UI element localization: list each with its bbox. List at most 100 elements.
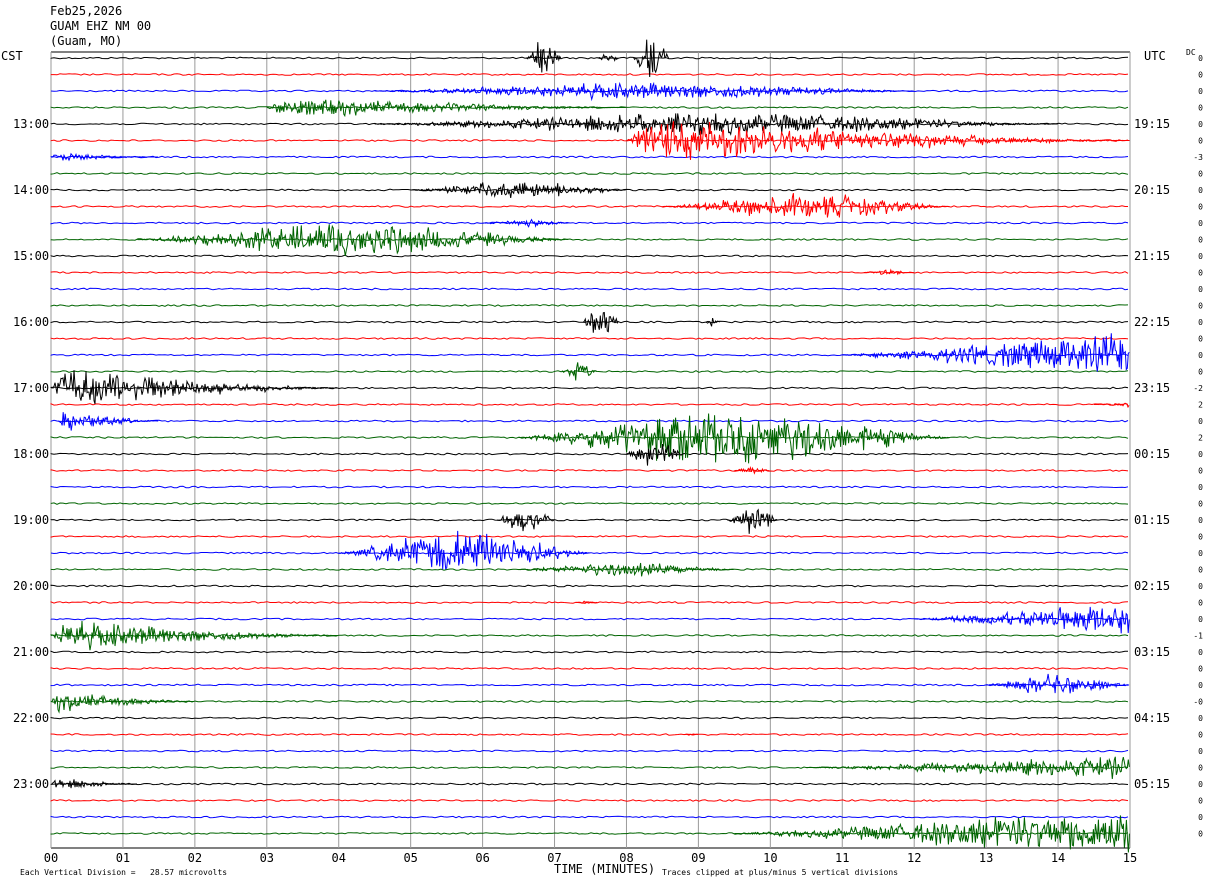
right-hour-label: 20:15 (1134, 183, 1170, 197)
dc-offset-value: 0 (1198, 533, 1203, 542)
dc-offset-value: 0 (1198, 170, 1203, 179)
clip-note: Traces clipped at plus/minus 5 vertical … (662, 868, 899, 877)
event-trace (482, 218, 569, 228)
event-trace (727, 508, 778, 534)
right-hour-label: 23:15 (1134, 381, 1170, 395)
trace-row (50, 452, 1129, 456)
dc-offset-value: 0 (1198, 252, 1203, 261)
right-hour-label: 04:15 (1134, 711, 1170, 725)
trace-row (50, 155, 1129, 159)
event-trace (266, 99, 626, 118)
trace-row (50, 782, 1129, 786)
dc-offset-value: 0 (1198, 71, 1203, 80)
left-hour-label: 21:00 (13, 645, 49, 659)
event-trace (914, 606, 1130, 634)
dc-offset-value: 0 (1198, 830, 1203, 839)
x-tick-label: 00 (44, 851, 58, 865)
event-trace (734, 466, 770, 475)
x-tick-label: 13 (979, 851, 993, 865)
x-tick-label: 05 (403, 851, 417, 865)
dc-offset-value: 0 (1198, 186, 1203, 195)
dc-offset-value: 0 (1198, 599, 1203, 608)
left-hour-label: 20:00 (13, 579, 49, 593)
trace-row (50, 271, 1129, 274)
event-trace (50, 620, 338, 651)
event-trace (705, 317, 720, 327)
dc-offset-value: 0 (1198, 731, 1203, 740)
trace-row (50, 254, 1129, 258)
x-tick-label: 06 (475, 851, 489, 865)
x-tick-label: 08 (619, 851, 633, 865)
event-trace (684, 733, 699, 736)
trace-row (50, 139, 1129, 142)
dc-offset-value: 0 (1198, 137, 1203, 146)
right-hour-label: 03:15 (1134, 645, 1170, 659)
event-trace (58, 412, 159, 431)
scale-note: Each Vertical Division = 28.57 microvolt… (20, 868, 228, 877)
trace-row (50, 122, 1129, 126)
event-trace (626, 121, 1130, 160)
event-trace (662, 192, 950, 218)
right-hour-label: 22:15 (1134, 315, 1170, 329)
dc-offset-value: 0 (1198, 351, 1203, 360)
dc-offset-value: 0 (1198, 483, 1203, 492)
event-trace (496, 513, 555, 532)
dc-offset-value: 0 (1198, 648, 1203, 657)
trace-row (50, 667, 1129, 670)
trace-row (50, 799, 1129, 802)
event-trace (863, 268, 914, 276)
trace-row (50, 73, 1129, 76)
right-hour-label: 02:15 (1134, 579, 1170, 593)
dc-offset-value: 0 (1198, 747, 1203, 756)
dc-offset-value: 2 (1198, 401, 1203, 410)
event-trace (806, 756, 1130, 780)
dc-offset-value: 0 (1198, 368, 1203, 377)
x-tick-label: 03 (260, 851, 274, 865)
left-hour-label: 16:00 (13, 315, 49, 329)
trace-row (50, 56, 1129, 60)
event-trace (525, 42, 562, 73)
x-tick-label: 14 (1051, 851, 1065, 865)
dc-offset-value: 0 (1198, 714, 1203, 723)
event-trace (374, 113, 1058, 136)
trace-row (50, 716, 1129, 720)
event-trace (374, 81, 914, 102)
trace-row (50, 337, 1129, 340)
left-hour-label: 14:00 (13, 183, 49, 197)
dc-offset-value: 0 (1198, 203, 1203, 212)
dc-offset-value: 0 (1198, 467, 1203, 476)
header-station: GUAM EHZ NM 00 (50, 19, 152, 33)
dc-offset-value: 0 (1198, 54, 1203, 63)
dc-offset-value: 0 (1198, 566, 1203, 575)
right-hour-label: 21:15 (1134, 249, 1170, 263)
dc-offset-value: 0 (1198, 87, 1203, 96)
trace-row (50, 469, 1129, 472)
header-location: (Guam, MO) (50, 34, 123, 48)
dc-offset-value: 0 (1198, 269, 1203, 278)
dc-offset-value: 0 (1198, 500, 1203, 509)
event-trace (50, 779, 137, 789)
x-tick-label: 15 (1123, 851, 1137, 865)
event-trace (410, 182, 626, 199)
x-tick-label: 09 (691, 851, 705, 865)
trace-row (50, 832, 1129, 835)
dc-offset-value: 0 (1198, 318, 1203, 327)
left-hour-label: 22:00 (13, 711, 49, 725)
dc-offset-value: 2 (1198, 434, 1203, 443)
left-hour-label: 17:00 (13, 381, 49, 395)
dc-offset-value: 0 (1198, 780, 1203, 789)
trace-row (50, 353, 1129, 357)
dc-offset-value: 0 (1198, 450, 1203, 459)
dc-offset-value: 0 (1198, 813, 1203, 822)
dc-offset-value: 0 (1198, 417, 1203, 426)
dc-offset-value: 0 (1198, 764, 1203, 773)
trace-row (50, 733, 1129, 736)
dc-offset-value: 0 (1198, 219, 1203, 228)
header-date: Feb25,2026 (50, 4, 123, 18)
trace-row (50, 485, 1129, 489)
event-traces (50, 39, 1130, 853)
left-hour-label: 13:00 (13, 117, 49, 131)
right-hour-label: 19:15 (1134, 117, 1170, 131)
dc-offset-value: 0 (1198, 549, 1203, 558)
